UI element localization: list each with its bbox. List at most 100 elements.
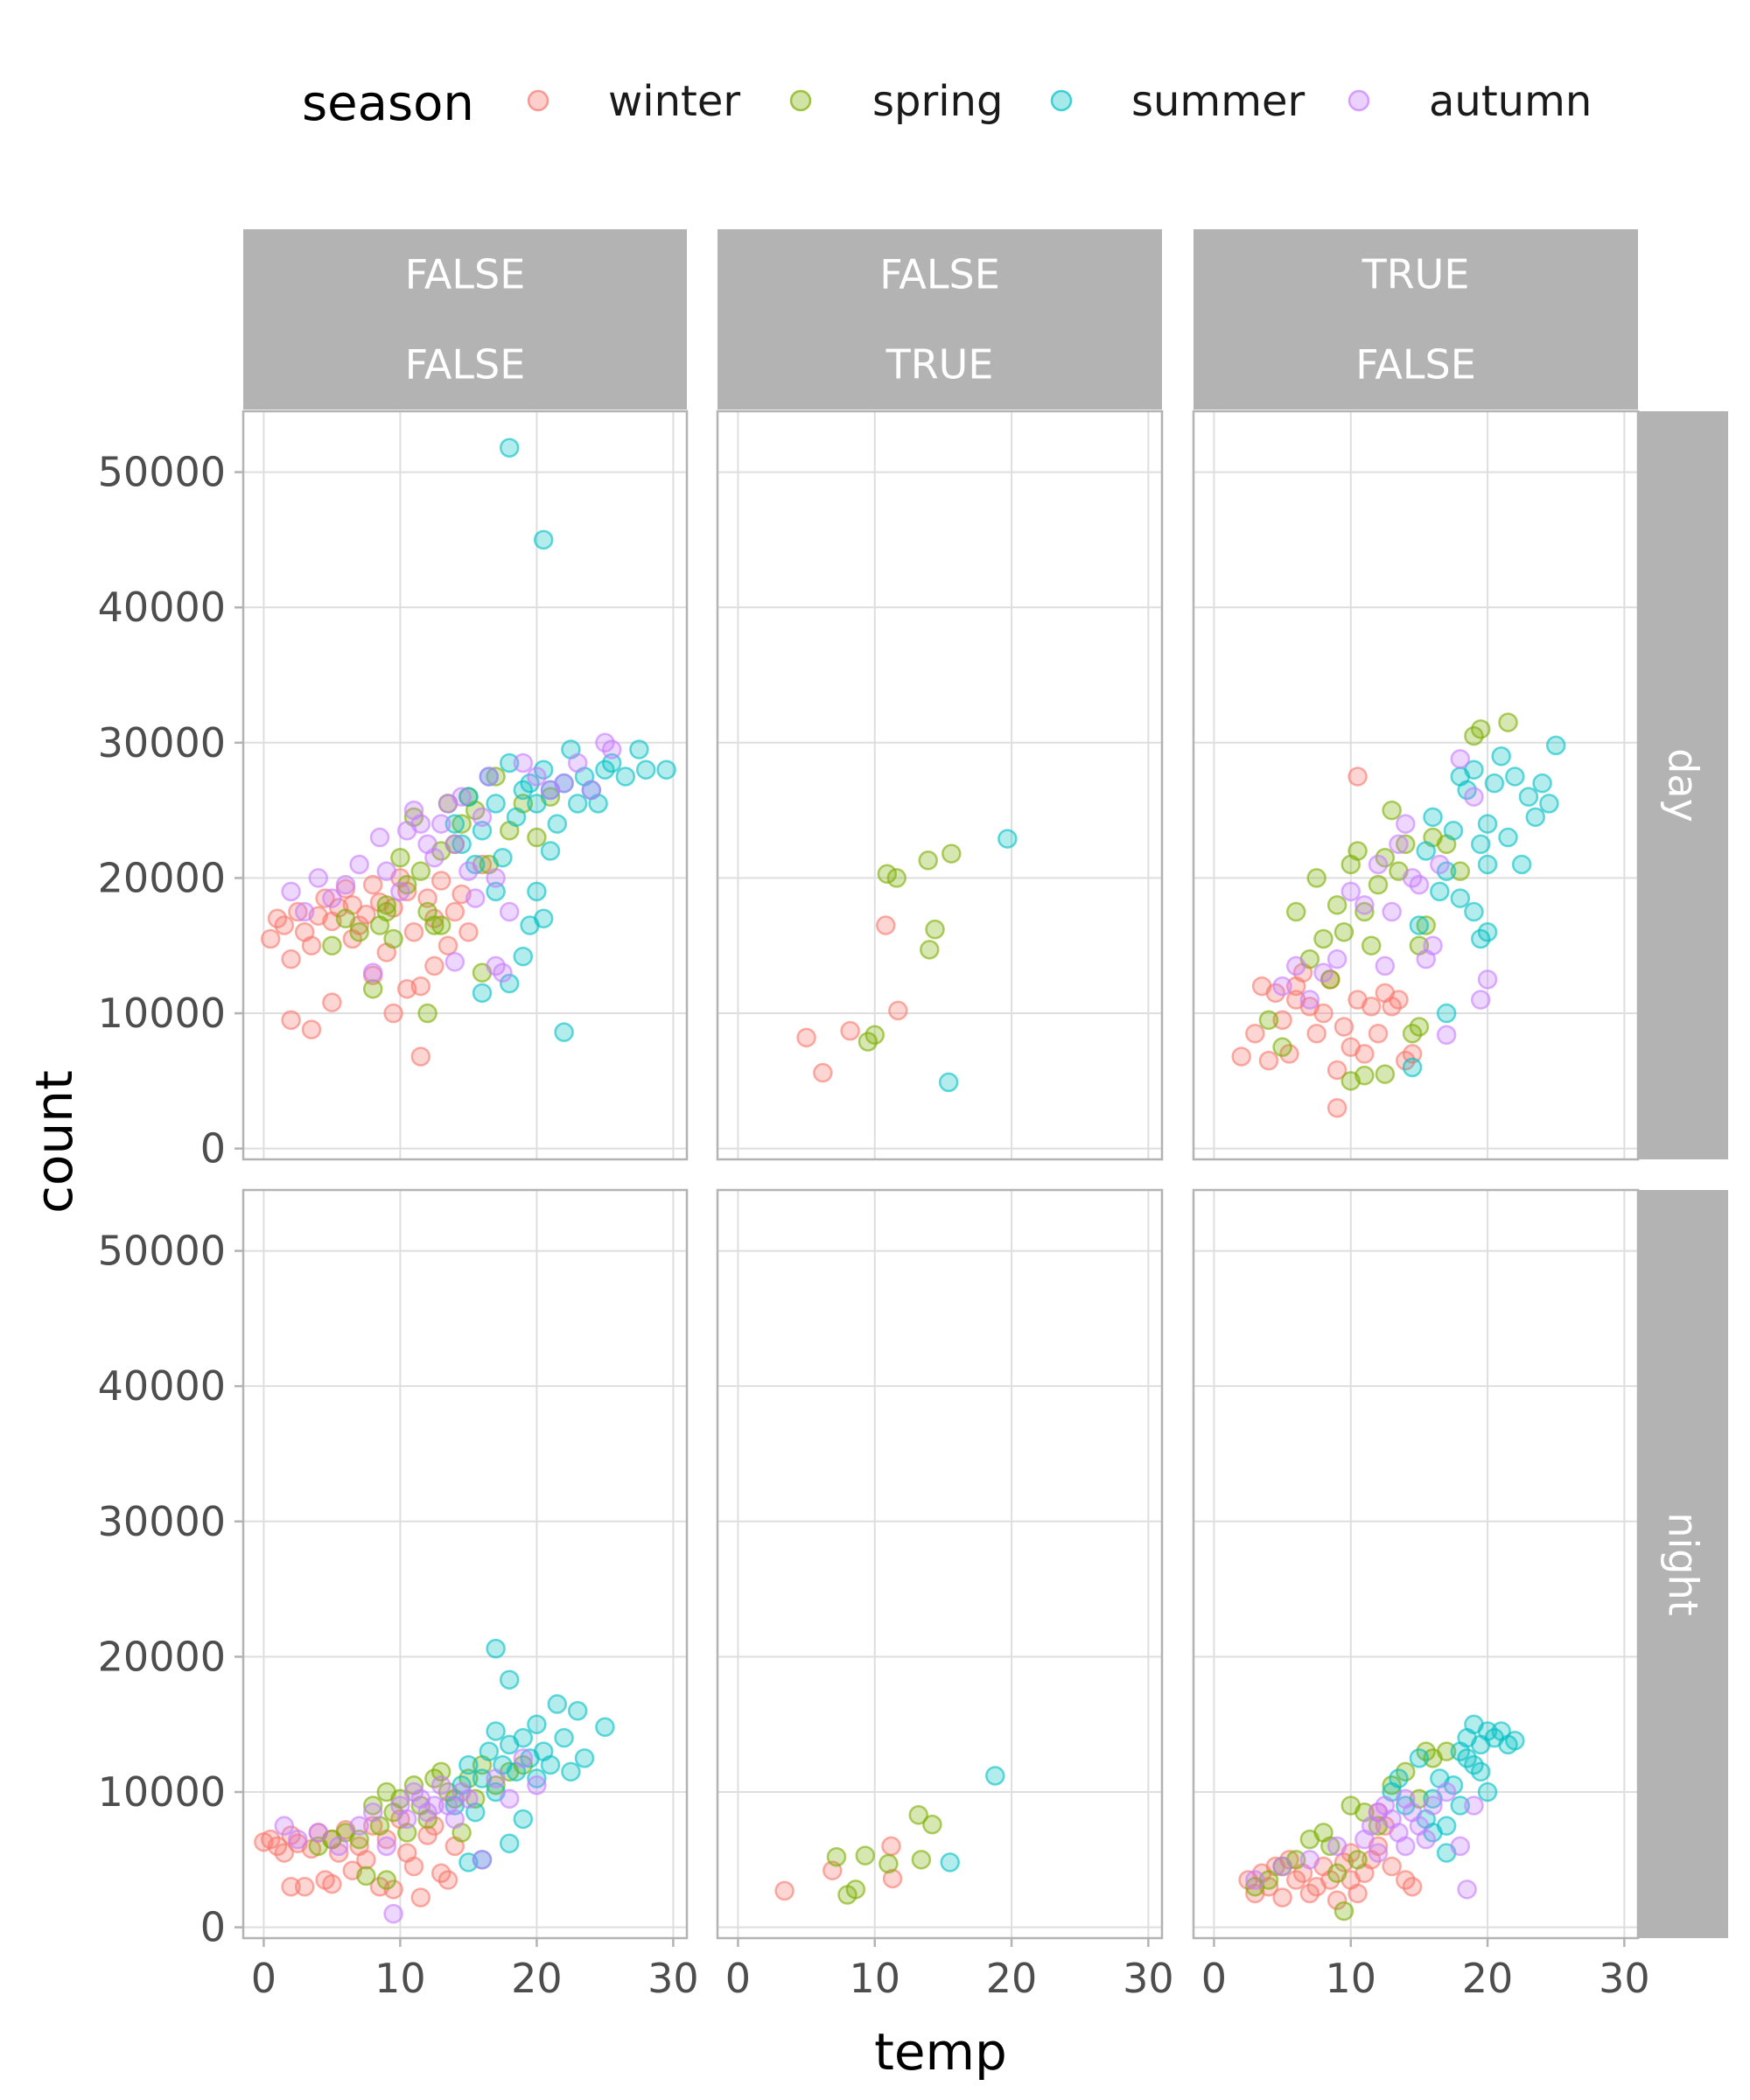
point-summer bbox=[493, 847, 513, 868]
point-summer bbox=[629, 739, 649, 760]
point-autumn bbox=[472, 1850, 493, 1870]
point-winter bbox=[1231, 1046, 1251, 1067]
point-spring bbox=[925, 919, 945, 940]
point-spring bbox=[430, 1761, 452, 1782]
point-winter bbox=[1402, 1876, 1423, 1897]
point-summer bbox=[1532, 773, 1552, 794]
x-tick-label: 10 bbox=[849, 1955, 900, 2002]
point-spring bbox=[1470, 719, 1491, 739]
point-autumn bbox=[1430, 854, 1450, 875]
point-winter bbox=[438, 935, 458, 956]
point-summer bbox=[1477, 922, 1498, 942]
point-winter bbox=[1361, 997, 1382, 1017]
point-winter bbox=[1326, 1890, 1348, 1910]
point-autumn bbox=[554, 773, 574, 794]
point-winter bbox=[362, 1816, 383, 1836]
point-autumn bbox=[444, 952, 466, 972]
panel-night-col2 bbox=[716, 1188, 1164, 1940]
point-summer bbox=[458, 1754, 479, 1775]
point-autumn bbox=[513, 1748, 534, 1768]
strip-background bbox=[243, 229, 687, 319]
point-spring bbox=[430, 915, 452, 935]
point-summer bbox=[486, 794, 506, 814]
point-summer bbox=[472, 821, 493, 841]
point-winter bbox=[281, 1010, 301, 1031]
strip-background bbox=[1638, 411, 1728, 1159]
point-spring bbox=[527, 827, 547, 848]
point-winter bbox=[356, 904, 376, 925]
point-winter bbox=[430, 871, 452, 891]
facet-strips: FALSE FALSE FALSE TRUE TRUE FALSE day night bbox=[243, 229, 1728, 1938]
y-tick-label: 20000 bbox=[98, 854, 226, 901]
y-tick-label: 20000 bbox=[98, 1633, 226, 1680]
point-winter bbox=[274, 1843, 295, 1863]
column-strip-2-bottom: TRUE bbox=[718, 319, 1162, 410]
legend-key-spring bbox=[789, 89, 812, 112]
point-spring bbox=[855, 1845, 876, 1866]
point-spring bbox=[908, 1805, 929, 1825]
point-summer bbox=[1505, 766, 1525, 787]
point-autumn bbox=[369, 827, 390, 848]
point-autumn bbox=[430, 814, 452, 834]
point-spring bbox=[1306, 868, 1326, 888]
point-summer bbox=[527, 1768, 547, 1788]
legend: season winter spring summer autumn bbox=[302, 75, 1592, 132]
point-spring bbox=[1258, 1010, 1279, 1031]
point-autumn bbox=[1477, 970, 1498, 990]
legend-key-summer bbox=[1050, 89, 1073, 112]
point-winter bbox=[1354, 1044, 1375, 1064]
column-strip-2-top: FALSE bbox=[718, 229, 1162, 319]
strip-background bbox=[1194, 319, 1638, 410]
point-summer bbox=[486, 881, 506, 902]
point-summer bbox=[472, 1768, 493, 1788]
legend-label-autumn: autumn bbox=[1429, 77, 1592, 126]
x-tick-label: 30 bbox=[1599, 1955, 1650, 2002]
legend-entry-winter: winter bbox=[527, 77, 740, 126]
point-winter bbox=[840, 1020, 860, 1041]
panel-border bbox=[716, 410, 1164, 1161]
point-winter bbox=[356, 1850, 376, 1870]
panel-night-col1 bbox=[242, 1188, 689, 1940]
point-autumn bbox=[444, 834, 466, 855]
point-winter bbox=[813, 1062, 833, 1083]
point-autumn bbox=[1326, 1836, 1348, 1857]
point-summer bbox=[458, 787, 479, 807]
x-axis: 0 10 20 30 0 10 20 30 0 10 20 30 bbox=[251, 1938, 1650, 2002]
point-winter bbox=[882, 1868, 903, 1889]
strip-background bbox=[1194, 229, 1638, 319]
point-summer bbox=[574, 1748, 595, 1768]
point-winter bbox=[1272, 1010, 1292, 1031]
point-spring bbox=[942, 844, 962, 864]
point-summer bbox=[513, 1809, 534, 1830]
point-autumn bbox=[499, 901, 520, 922]
point-autumn bbox=[294, 901, 315, 922]
point-summer bbox=[499, 1833, 520, 1854]
point-summer bbox=[527, 794, 547, 814]
y-tick-label: 40000 bbox=[98, 584, 226, 631]
point-spring bbox=[878, 1853, 899, 1874]
panel-background bbox=[718, 1190, 1162, 1938]
point-summer bbox=[527, 1714, 547, 1734]
y-tick-label: 40000 bbox=[98, 1362, 226, 1410]
point-autumn bbox=[308, 1823, 329, 1843]
x-tick-label: 30 bbox=[1123, 1955, 1174, 2002]
point-summer bbox=[1423, 807, 1443, 828]
point-summer bbox=[533, 908, 554, 929]
point-spring bbox=[362, 978, 383, 999]
point-winter bbox=[1402, 1044, 1423, 1064]
point-autumn bbox=[1409, 874, 1430, 895]
point-autumn bbox=[1299, 1850, 1320, 1870]
point-winter bbox=[260, 928, 281, 949]
point-spring bbox=[349, 1829, 369, 1850]
legend-key-autumn bbox=[1348, 89, 1370, 112]
row-strip-day: day bbox=[1638, 411, 1728, 1159]
point-winter bbox=[438, 1870, 458, 1890]
point-spring bbox=[1450, 861, 1471, 881]
point-autumn bbox=[349, 1816, 369, 1836]
point-autumn bbox=[1389, 834, 1409, 855]
point-autumn bbox=[1368, 854, 1389, 875]
x-tick-label: 0 bbox=[725, 1955, 751, 2002]
point-spring bbox=[376, 1870, 397, 1890]
point-winter bbox=[1348, 766, 1368, 787]
point-summer bbox=[1464, 901, 1484, 922]
